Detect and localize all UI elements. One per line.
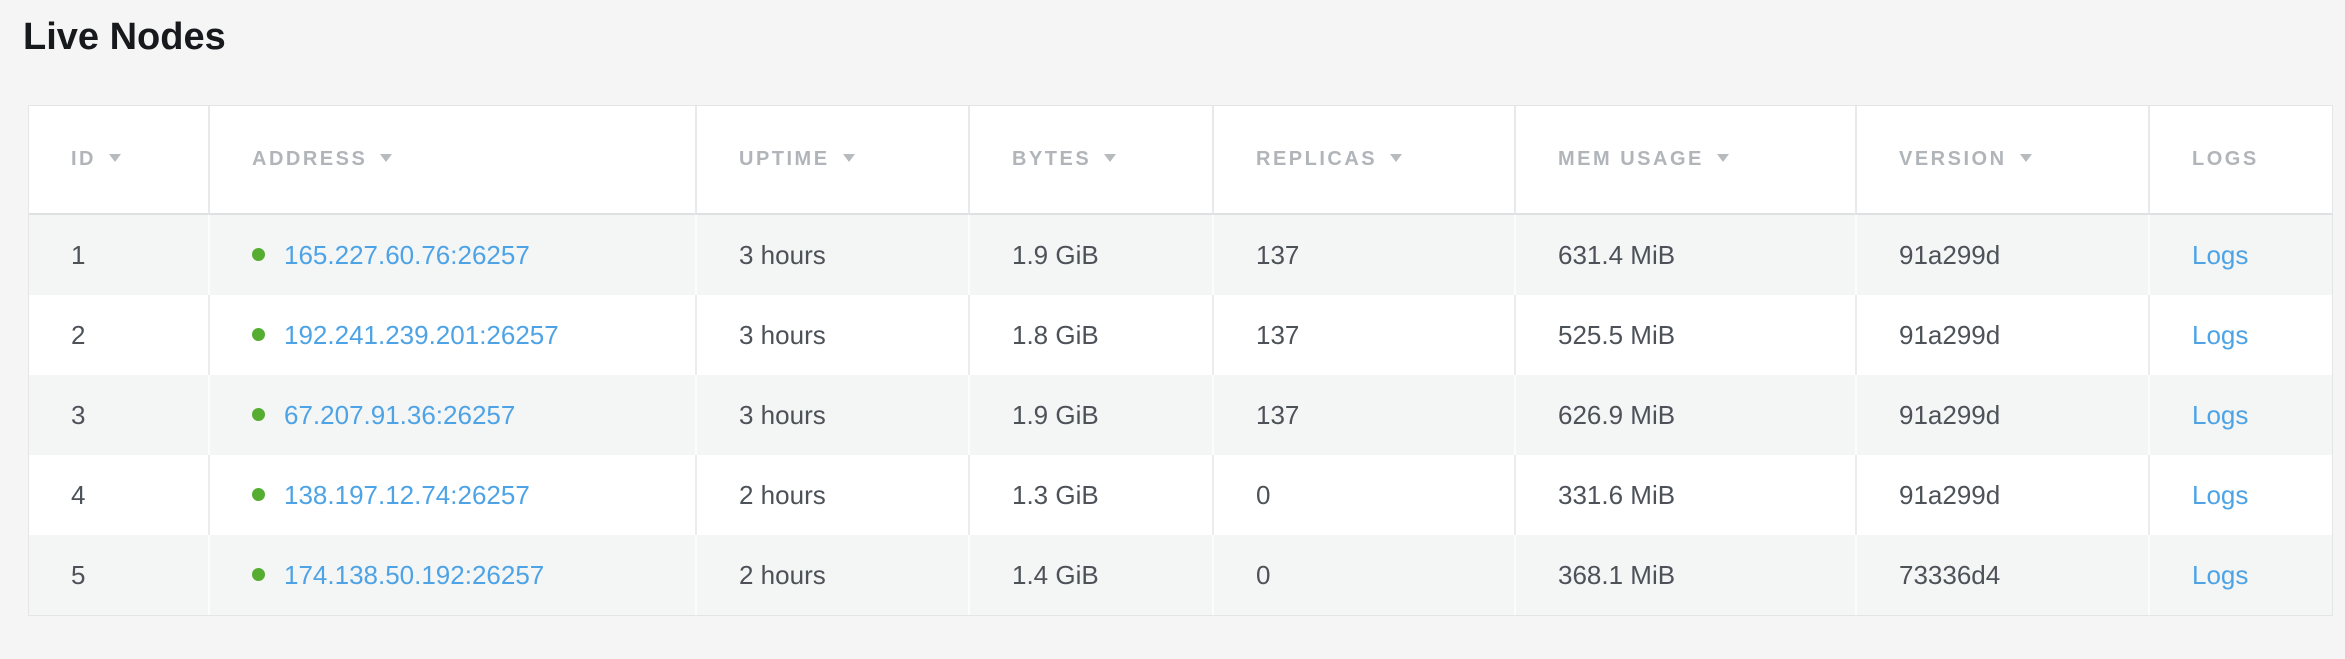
node-status-dot-icon — [252, 568, 265, 582]
column-header-id[interactable]: ID — [29, 106, 208, 215]
sort-arrow-icon — [1390, 153, 1403, 162]
node-logs-cell: Logs — [2148, 215, 2332, 295]
node-status-dot-icon — [252, 408, 265, 422]
column-header-label: BYTES — [1012, 148, 1092, 170]
column-header-version[interactable]: VERSION — [1855, 106, 2148, 215]
node-address-link[interactable]: 67.207.91.36:26257 — [284, 399, 516, 430]
sort-arrow-icon — [2019, 153, 2032, 162]
node-uptime-cell: 3 hours — [695, 295, 968, 375]
node-version-cell: 91a299d — [1855, 375, 2148, 455]
node-address-link[interactable]: 174.138.50.192:26257 — [284, 559, 545, 590]
logs-link[interactable]: Logs — [2192, 559, 2249, 590]
node-mem-usage-cell: 525.5 MiB — [1514, 295, 1855, 375]
column-header-label: ADDRESS — [252, 148, 368, 170]
column-header-address[interactable]: ADDRESS — [208, 106, 695, 215]
logs-link[interactable]: Logs — [2192, 319, 2249, 350]
node-address-cell: 192.241.239.201:26257 — [208, 295, 695, 375]
table-row: 1 165.227.60.76:26257 3 hours 1.9 GiB 13… — [29, 215, 2332, 295]
column-header-bytes[interactable]: BYTES — [968, 106, 1212, 215]
column-header-mem-usage[interactable]: MEM USAGE — [1514, 106, 1855, 215]
node-id-cell: 1 — [29, 215, 208, 295]
node-replicas-cell: 137 — [1212, 215, 1514, 295]
node-address-link[interactable]: 192.241.239.201:26257 — [284, 319, 559, 350]
node-status-dot-icon — [252, 488, 265, 502]
column-header-label: MEM USAGE — [1558, 148, 1704, 170]
node-uptime-cell: 2 hours — [695, 455, 968, 535]
sort-arrow-icon — [109, 153, 121, 162]
node-address-cell: 67.207.91.36:26257 — [208, 375, 695, 455]
node-bytes-cell: 1.3 GiB — [968, 455, 1212, 535]
column-header-label: VERSION — [1899, 148, 2007, 170]
node-id-cell: 5 — [29, 535, 208, 615]
node-uptime-cell: 3 hours — [695, 215, 968, 295]
column-header-logs: LOGS — [2148, 106, 2332, 215]
sort-arrow-icon — [380, 153, 393, 162]
node-mem-usage-cell: 631.4 MiB — [1514, 215, 1855, 295]
node-logs-cell: Logs — [2148, 375, 2332, 455]
node-version-cell: 91a299d — [1855, 455, 2148, 535]
live-nodes-table: ID ADDRESS UPTIME BYTES REPLICAS MEM USA… — [28, 105, 2333, 616]
node-version-cell: 73336d4 — [1855, 535, 2148, 615]
node-mem-usage-cell: 626.9 MiB — [1514, 375, 1855, 455]
node-replicas-cell: 137 — [1212, 295, 1514, 375]
logs-link[interactable]: Logs — [2192, 399, 2249, 430]
sort-arrow-icon — [1104, 153, 1117, 162]
node-status-dot-icon — [252, 248, 265, 262]
node-mem-usage-cell: 331.6 MiB — [1514, 455, 1855, 535]
node-id-cell: 2 — [29, 295, 208, 375]
node-bytes-cell: 1.8 GiB — [968, 295, 1212, 375]
node-logs-cell: Logs — [2148, 455, 2332, 535]
table-row: 5 174.138.50.192:26257 2 hours 1.4 GiB 0… — [29, 535, 2332, 615]
node-status-dot-icon — [252, 328, 265, 342]
node-address-cell: 165.227.60.76:26257 — [208, 215, 695, 295]
node-version-cell: 91a299d — [1855, 215, 2148, 295]
node-logs-cell: Logs — [2148, 295, 2332, 375]
node-id-cell: 4 — [29, 455, 208, 535]
table-header-row: ID ADDRESS UPTIME BYTES REPLICAS MEM USA… — [29, 106, 2332, 215]
node-address-link[interactable]: 165.227.60.76:26257 — [284, 239, 530, 270]
sort-arrow-icon — [842, 153, 855, 162]
node-address-cell: 174.138.50.192:26257 — [208, 535, 695, 615]
node-uptime-cell: 2 hours — [695, 535, 968, 615]
table-row: 2 192.241.239.201:26257 3 hours 1.8 GiB … — [29, 295, 2332, 375]
column-header-label: LOGS — [2192, 148, 2259, 170]
node-id-cell: 3 — [29, 375, 208, 455]
node-address-link[interactable]: 138.197.12.74:26257 — [284, 479, 530, 510]
column-header-label: REPLICAS — [1256, 148, 1378, 170]
node-bytes-cell: 1.9 GiB — [968, 375, 1212, 455]
sort-arrow-icon — [1716, 153, 1729, 162]
table-row: 3 67.207.91.36:26257 3 hours 1.9 GiB 137… — [29, 375, 2332, 455]
node-bytes-cell: 1.4 GiB — [968, 535, 1212, 615]
column-header-replicas[interactable]: REPLICAS — [1212, 106, 1514, 215]
node-bytes-cell: 1.9 GiB — [968, 215, 1212, 295]
node-address-cell: 138.197.12.74:26257 — [208, 455, 695, 535]
node-replicas-cell: 0 — [1212, 535, 1514, 615]
node-logs-cell: Logs — [2148, 535, 2332, 615]
node-uptime-cell: 3 hours — [695, 375, 968, 455]
table-row: 4 138.197.12.74:26257 2 hours 1.3 GiB 0 … — [29, 455, 2332, 535]
column-header-label: UPTIME — [739, 148, 830, 170]
logs-link[interactable]: Logs — [2192, 239, 2249, 270]
column-header-uptime[interactable]: UPTIME — [695, 106, 968, 215]
node-mem-usage-cell: 368.1 MiB — [1514, 535, 1855, 615]
logs-link[interactable]: Logs — [2192, 479, 2249, 510]
node-version-cell: 91a299d — [1855, 295, 2148, 375]
node-replicas-cell: 137 — [1212, 375, 1514, 455]
node-replicas-cell: 0 — [1212, 455, 1514, 535]
page-title: Live Nodes — [23, 16, 226, 58]
column-header-label: ID — [71, 148, 96, 170]
